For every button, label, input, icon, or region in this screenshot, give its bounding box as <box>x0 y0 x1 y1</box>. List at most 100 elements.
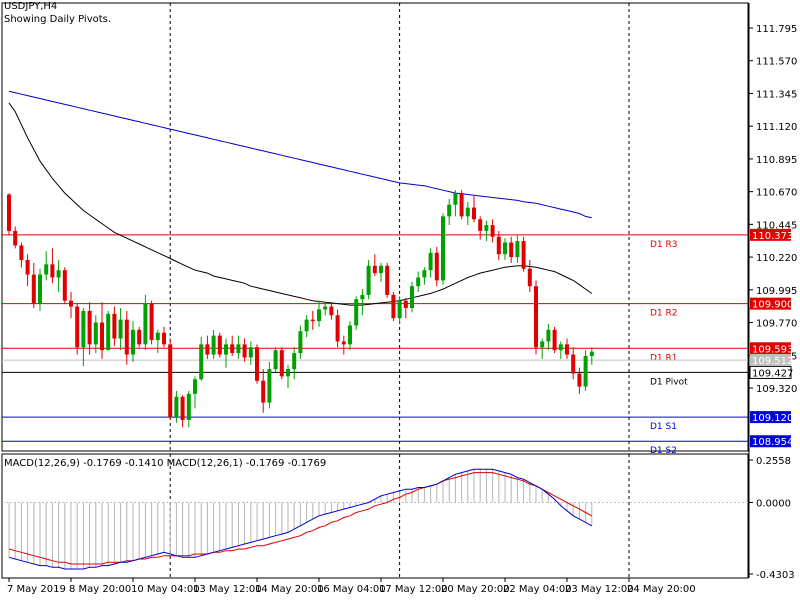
time-tick-label-9: 23 May 12:00 <box>565 584 634 595</box>
candle-47 <box>298 325 303 359</box>
candle-body <box>589 351 594 356</box>
pivot-label-4: D1 S1 <box>650 422 677 432</box>
candle-body <box>534 286 538 348</box>
price-tick-label-4: 110.895 <box>756 155 797 166</box>
candle-body <box>565 344 569 355</box>
candle-body <box>372 265 377 274</box>
candle-61 <box>385 262 390 298</box>
candle-body <box>447 204 452 217</box>
candle-85 <box>534 280 538 355</box>
candle-body <box>428 252 433 271</box>
candle-body <box>162 332 166 345</box>
candle-54 <box>341 335 346 355</box>
slow-moving-average-line <box>8 90 592 219</box>
candle-74 <box>465 201 470 226</box>
candle-body <box>211 335 216 355</box>
price-tick-label-3: 111.120 <box>756 122 797 133</box>
candle-body <box>81 310 86 348</box>
candle-7 <box>50 248 55 284</box>
pivot-axis-badge-3 <box>749 365 792 379</box>
candle-body <box>267 369 272 403</box>
candle-58 <box>366 260 371 300</box>
candle-70 <box>441 213 445 285</box>
candle-82 <box>515 235 520 263</box>
candle-body <box>93 322 98 345</box>
candle-23 <box>149 300 154 345</box>
candle-body <box>186 393 191 420</box>
candle-body <box>205 344 210 355</box>
time-tick-label-1: 8 May 20:00 <box>69 584 131 595</box>
candle-body <box>298 331 303 354</box>
candle-body <box>484 225 489 231</box>
candle-body <box>155 332 160 340</box>
candle-body <box>546 329 551 342</box>
candle-body <box>248 347 253 358</box>
candle-body <box>224 344 228 355</box>
candle-30 <box>193 376 197 409</box>
time-tick-label-0: 7 May 2019 <box>7 584 66 595</box>
time-tick-label-6: 17 May 12:00 <box>379 584 448 595</box>
candle-10 <box>69 292 73 319</box>
candle-17 <box>112 306 117 346</box>
candle-6 <box>44 251 49 281</box>
candle-78 <box>490 219 495 243</box>
candle-body <box>304 319 309 332</box>
candle-body <box>217 335 222 355</box>
pivot-label-3: D1 Pivot <box>650 377 688 387</box>
candle-39 <box>248 341 253 365</box>
candle-32 <box>205 335 210 359</box>
candle-19 <box>124 310 129 365</box>
candles-group <box>7 190 594 428</box>
candle-49 <box>310 310 315 330</box>
candle-90 <box>565 338 569 359</box>
candle-body <box>180 396 185 420</box>
candle-body <box>490 225 495 237</box>
time-tick-label-2: 10 May 04:00 <box>131 584 200 595</box>
pivot-label-2: D1 R1 <box>650 353 678 363</box>
candle-body <box>472 207 476 220</box>
candle-body <box>75 306 80 348</box>
pivot-axis-badge-1 <box>750 297 791 310</box>
candle-76 <box>478 216 483 240</box>
candle-62 <box>391 292 396 322</box>
candle-body <box>124 319 129 355</box>
candle-body <box>366 265 371 295</box>
macd-signal-line <box>8 472 593 565</box>
candle-body <box>441 216 445 281</box>
candle-body <box>255 347 259 381</box>
candle-body <box>453 193 458 205</box>
time-tick-label-8: 22 May 04:00 <box>503 584 572 595</box>
candle-9 <box>62 267 67 304</box>
chart-symbol-title: USDJPY,H4 <box>4 1 58 12</box>
candle-body <box>360 294 365 300</box>
pivot-axis-badge-4 <box>750 411 791 424</box>
candle-86 <box>540 338 545 359</box>
candle-41 <box>261 369 266 413</box>
pivot-axis-value-1: 109.900 <box>752 300 793 311</box>
candle-body <box>385 265 390 295</box>
candle-body <box>323 306 328 310</box>
candle-body <box>521 241 526 269</box>
candle-body <box>236 344 241 354</box>
candle-body <box>571 354 576 374</box>
candle-body <box>143 303 148 345</box>
candle-40 <box>255 344 259 384</box>
candle-body <box>286 369 290 377</box>
candle-65 <box>410 281 414 313</box>
candle-body <box>459 193 464 217</box>
candle-81 <box>509 236 514 263</box>
candle-body <box>25 260 30 275</box>
macd-tick-label-0: 0.2558 <box>756 456 791 467</box>
candle-34 <box>217 332 222 358</box>
price-tick-label-2: 111.345 <box>756 89 797 100</box>
candle-body <box>19 245 24 260</box>
candle-body <box>496 236 501 255</box>
pivot-label-5: D1 S2 <box>650 446 677 456</box>
candle-body <box>410 286 414 308</box>
time-tick-label-10: 24 May 20:00 <box>627 584 696 595</box>
candle-body <box>118 319 123 339</box>
price-tick-label-0: 111.795 <box>756 24 797 35</box>
candle-body <box>503 242 507 255</box>
